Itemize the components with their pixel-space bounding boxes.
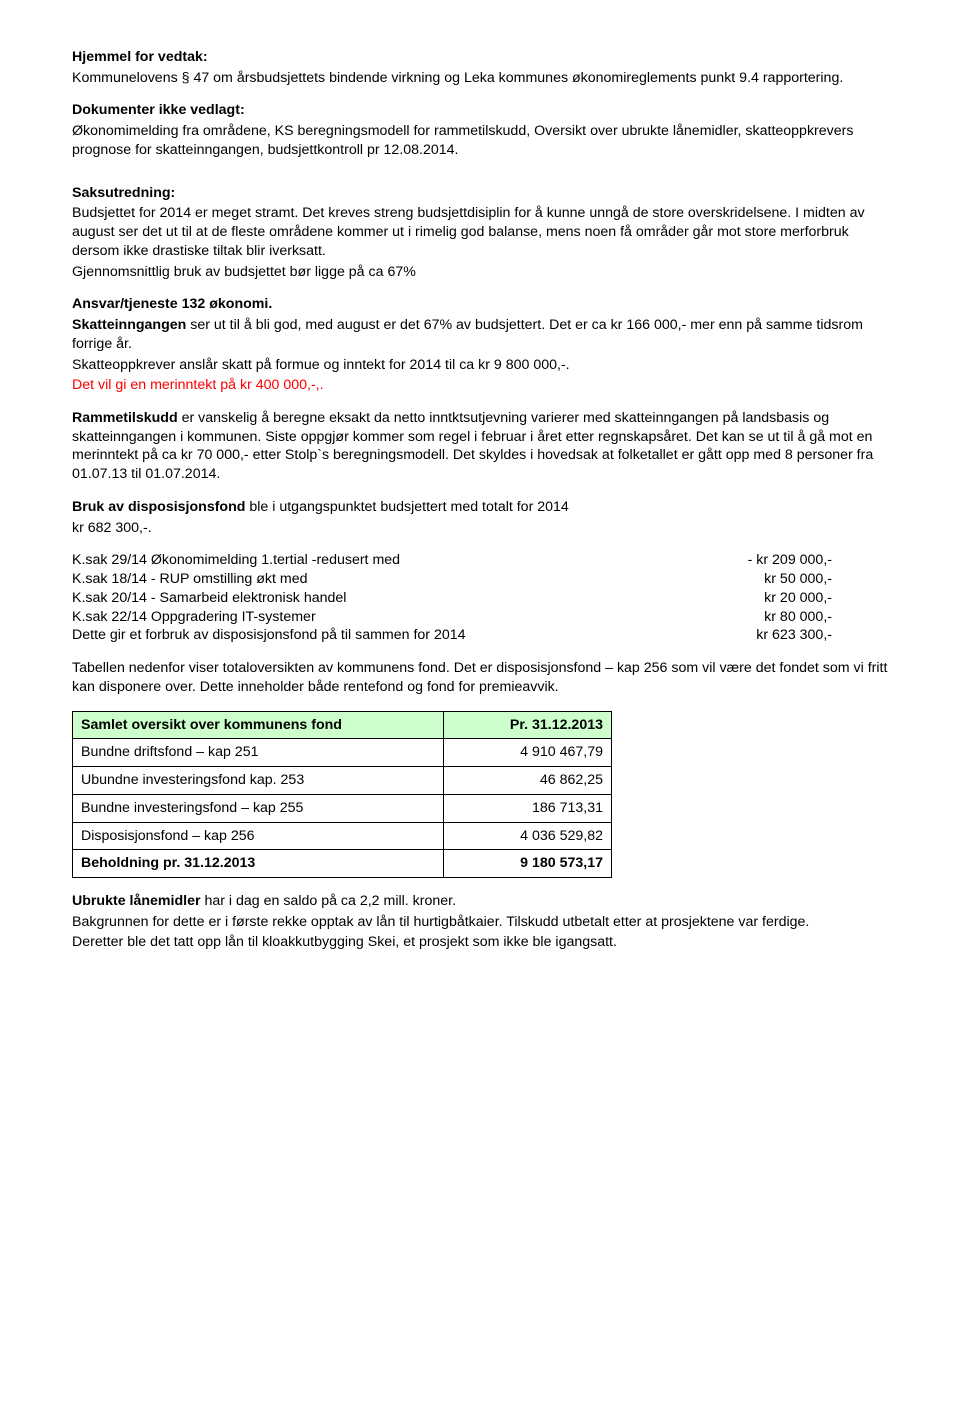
ubrukte-p2: Bakgrunnen for dette er i første rekke o… bbox=[72, 913, 888, 932]
fund-table-cell: Bundne investeringsfond – kap 255 bbox=[73, 794, 444, 822]
fund-table-footer: Beholdning pr. 31.12.2013 bbox=[73, 850, 444, 878]
ksak-row-label: K.sak 18/14 - RUP omstilling økt med bbox=[72, 570, 740, 589]
fund-table-header: Pr. 31.12.2013 bbox=[443, 711, 611, 739]
ksak-row-label: K.sak 22/14 Oppgradering IT-systemer bbox=[72, 608, 740, 627]
ksak-row: Dette gir et forbruk av disposisjonsfond… bbox=[72, 626, 832, 645]
document-page: Hjemmel for vedtak: Kommunelovens § 47 o… bbox=[0, 0, 960, 1414]
skatt-anslag: Skatteoppkrever anslår skatt på formue o… bbox=[72, 356, 888, 375]
fund-table-footer-row: Beholdning pr. 31.12.2013 9 180 573,17 bbox=[73, 850, 612, 878]
ksak-row-value: kr 20 000,- bbox=[740, 589, 832, 608]
ubrukte-label: Ubrukte lånemidler bbox=[72, 893, 201, 909]
fund-table-cell: 4 910 467,79 bbox=[443, 739, 611, 767]
tabell-intro: Tabellen nedenfor viser totaloversikten … bbox=[72, 659, 888, 696]
ksak-row-value: kr 80 000,- bbox=[740, 608, 832, 627]
ksak-row-value: kr 50 000,- bbox=[740, 570, 832, 589]
ksak-row: K.sak 29/14 Økonomimelding 1.tertial -re… bbox=[72, 551, 832, 570]
dispfond-intro: Bruk av disposisjonsfond ble i utgangspu… bbox=[72, 498, 888, 517]
dispfond-text: ble i utgangspunktet budsjettert med tot… bbox=[245, 499, 568, 515]
rammetilskudd-para: Rammetilskudd er vanskelig å beregne eks… bbox=[72, 409, 888, 484]
fund-table-cell: 4 036 529,82 bbox=[443, 822, 611, 850]
fund-table: Samlet oversikt over kommunens fond Pr. … bbox=[72, 711, 612, 878]
ksak-list: K.sak 29/14 Økonomimelding 1.tertial -re… bbox=[72, 551, 832, 645]
merinntekt-red-line: Det vil gi en merinntekt på kr 400 000,-… bbox=[72, 376, 888, 395]
ksak-row-label: K.sak 29/14 Økonomimelding 1.tertial -re… bbox=[72, 551, 724, 570]
ansvar132-skatte: Skatteinngangen ser ut til å bli god, me… bbox=[72, 316, 888, 353]
fund-table-footer: 9 180 573,17 bbox=[443, 850, 611, 878]
dokumenter-text: Økonomimelding fra områdene, KS beregnin… bbox=[72, 122, 888, 159]
dokumenter-heading: Dokumenter ikke vedlagt: bbox=[72, 101, 888, 120]
ksak-row-value: kr 623 300,- bbox=[732, 626, 832, 645]
ksak-row-label: K.sak 20/14 - Samarbeid elektronisk hand… bbox=[72, 589, 740, 608]
rammetilskudd-text: er vanskelig å beregne eksakt da netto i… bbox=[72, 410, 873, 482]
fund-table-header-row: Samlet oversikt over kommunens fond Pr. … bbox=[73, 711, 612, 739]
ksak-row: K.sak 22/14 Oppgradering IT-systemer kr … bbox=[72, 608, 832, 627]
saksutredning-heading: Saksutredning: bbox=[72, 184, 888, 203]
dispfond-amount: kr 682 300,-. bbox=[72, 519, 888, 538]
fund-table-cell: Bundne driftsfond – kap 251 bbox=[73, 739, 444, 767]
saksutredning-p2: Gjennomsnittlig bruk av budsjettet bør l… bbox=[72, 263, 888, 282]
fund-table-cell: Ubundne investeringsfond kap. 253 bbox=[73, 767, 444, 795]
ksak-row-value: - kr 209 000,- bbox=[724, 551, 832, 570]
fund-table-cell: 46 862,25 bbox=[443, 767, 611, 795]
hjemmel-heading: Hjemmel for vedtak: bbox=[72, 48, 888, 67]
fund-table-row: Bundne investeringsfond – kap 255 186 71… bbox=[73, 794, 612, 822]
saksutredning-p1: Budsjettet for 2014 er meget stramt. Det… bbox=[72, 204, 888, 260]
ubrukte-line1: Ubrukte lånemidler har i dag en saldo på… bbox=[72, 892, 888, 911]
hjemmel-text: Kommunelovens § 47 om årsbudsjettets bin… bbox=[72, 69, 888, 88]
fund-table-row: Disposisjonsfond – kap 256 4 036 529,82 bbox=[73, 822, 612, 850]
fund-table-cell: 186 713,31 bbox=[443, 794, 611, 822]
ubrukte-p3: Deretter ble det tatt opp lån til kloakk… bbox=[72, 933, 888, 952]
ansvar132-heading: Ansvar/tjeneste 132 økonomi. bbox=[72, 295, 888, 314]
fund-table-cell: Disposisjonsfond – kap 256 bbox=[73, 822, 444, 850]
ksak-row-label: Dette gir et forbruk av disposisjonsfond… bbox=[72, 626, 732, 645]
ksak-row: K.sak 20/14 - Samarbeid elektronisk hand… bbox=[72, 589, 832, 608]
fund-table-row: Ubundne investeringsfond kap. 253 46 862… bbox=[73, 767, 612, 795]
fund-table-header: Samlet oversikt over kommunens fond bbox=[73, 711, 444, 739]
ksak-row: K.sak 18/14 - RUP omstilling økt med kr … bbox=[72, 570, 832, 589]
fund-table-row: Bundne driftsfond – kap 251 4 910 467,79 bbox=[73, 739, 612, 767]
skatteinngangen-rest: ser ut til å bli god, med august er det … bbox=[72, 317, 863, 352]
dispfond-label: Bruk av disposisjonsfond bbox=[72, 499, 245, 515]
rammetilskudd-label: Rammetilskudd bbox=[72, 410, 178, 426]
skatteinngangen-label: Skatteinngangen bbox=[72, 317, 186, 333]
ubrukte-rest: har i dag en saldo på ca 2,2 mill. krone… bbox=[201, 893, 457, 909]
